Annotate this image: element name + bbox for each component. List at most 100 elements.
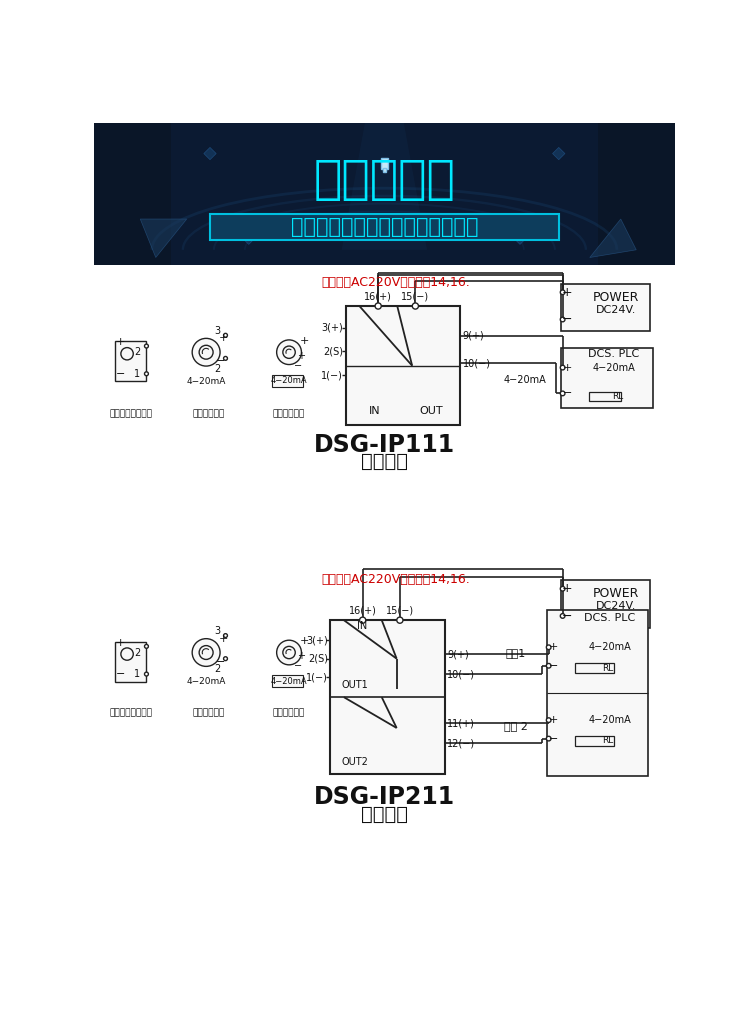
Circle shape: [145, 371, 148, 375]
Circle shape: [224, 657, 227, 661]
Text: 电流源或电压输入: 电流源或电压输入: [110, 708, 152, 717]
Circle shape: [413, 303, 419, 309]
Text: −: −: [294, 361, 302, 371]
Bar: [171, 123, 598, 265]
Circle shape: [145, 644, 148, 649]
Circle shape: [546, 718, 551, 722]
Text: RL: RL: [602, 664, 613, 672]
Circle shape: [200, 646, 213, 660]
Text: 部分型号AC220V供电时接14,16.: 部分型号AC220V供电时接14,16.: [322, 573, 470, 586]
Circle shape: [560, 290, 565, 295]
Text: 3(+): 3(+): [306, 635, 328, 646]
Text: 1: 1: [134, 669, 140, 679]
Text: 10(−): 10(−): [447, 669, 476, 679]
Bar: [561, 349, 652, 408]
Text: 1(−): 1(−): [322, 370, 344, 381]
Text: 二线制变送器: 二线制变送器: [192, 409, 224, 418]
Text: 部分型号AC220V供电时接14,16.: 部分型号AC220V供电时接14,16.: [322, 276, 470, 290]
Circle shape: [283, 647, 296, 659]
Text: −: −: [549, 733, 558, 744]
Circle shape: [359, 617, 366, 623]
Text: 10(−): 10(−): [463, 358, 490, 368]
Text: 2: 2: [214, 665, 220, 674]
Text: +: +: [297, 351, 304, 361]
Circle shape: [546, 644, 551, 650]
Text: −: −: [215, 657, 225, 667]
Text: +: +: [300, 336, 309, 346]
Text: RL: RL: [612, 392, 623, 401]
Circle shape: [121, 348, 134, 360]
Circle shape: [560, 586, 565, 591]
Bar: [547, 610, 648, 775]
Text: −: −: [215, 356, 225, 366]
Bar: [380, 159, 388, 169]
Bar: [116, 641, 146, 681]
Bar: [330, 620, 445, 774]
Bar: [116, 342, 146, 382]
Text: 2: 2: [134, 347, 140, 357]
Circle shape: [192, 339, 220, 366]
Text: −: −: [562, 610, 572, 622]
Text: 一进二出: 一进二出: [361, 805, 408, 824]
Text: 4−20mA: 4−20mA: [588, 642, 631, 653]
Text: +: +: [549, 715, 558, 725]
Polygon shape: [553, 147, 565, 160]
Text: 3: 3: [214, 325, 220, 336]
Text: 4−20mA: 4−20mA: [187, 377, 226, 386]
Circle shape: [546, 664, 551, 668]
Text: DC24V.: DC24V.: [596, 602, 637, 612]
Circle shape: [397, 617, 403, 623]
Bar: [210, 214, 559, 239]
Text: 2(S): 2(S): [323, 347, 344, 356]
Circle shape: [224, 356, 227, 360]
Circle shape: [560, 365, 565, 370]
Text: 15(−): 15(−): [401, 292, 430, 302]
Text: +: +: [562, 285, 572, 299]
Polygon shape: [342, 123, 427, 250]
Text: 4−20mA: 4−20mA: [592, 362, 635, 372]
Text: +: +: [300, 636, 309, 646]
Polygon shape: [590, 219, 636, 258]
Bar: [94, 123, 675, 265]
Circle shape: [277, 640, 302, 665]
Bar: [272, 675, 303, 687]
Text: RL: RL: [602, 737, 613, 746]
Text: −: −: [116, 669, 125, 679]
Circle shape: [560, 614, 565, 618]
Circle shape: [145, 344, 148, 348]
Polygon shape: [242, 232, 255, 244]
Text: DSG-IP111: DSG-IP111: [314, 433, 455, 456]
Text: 一进一出: 一进一出: [361, 452, 408, 471]
Circle shape: [375, 303, 381, 309]
Circle shape: [546, 737, 551, 741]
Text: POWER: POWER: [593, 587, 640, 601]
Text: +: +: [562, 582, 572, 595]
Text: 三线制变送器: 三线制变送器: [273, 708, 305, 717]
Text: 11(+): 11(+): [447, 718, 475, 728]
Circle shape: [121, 648, 134, 660]
Text: −: −: [562, 389, 572, 398]
Text: OUT2: OUT2: [342, 757, 369, 767]
Text: 16(+): 16(+): [364, 292, 392, 302]
Text: 三端隔离，响应速度快，经济实惠: 三端隔离，响应速度快，经济实惠: [291, 217, 478, 236]
Text: 三线制变送器: 三线制变送器: [273, 409, 305, 418]
Text: +: +: [562, 362, 572, 372]
Circle shape: [277, 340, 302, 364]
Text: −: −: [294, 662, 302, 671]
Text: 二线制变送器: 二线制变送器: [192, 708, 224, 717]
Bar: [272, 374, 303, 387]
Text: POWER: POWER: [593, 291, 640, 304]
Text: +: +: [218, 333, 228, 344]
Text: 1: 1: [134, 368, 140, 379]
Polygon shape: [140, 219, 187, 258]
Text: 4−20mA: 4−20mA: [271, 676, 308, 685]
Text: +: +: [116, 637, 125, 648]
Text: −: −: [549, 661, 558, 671]
Bar: [575, 736, 614, 747]
Circle shape: [192, 638, 220, 666]
Text: DCS. PLC: DCS. PLC: [589, 350, 640, 359]
Text: 电流源或电压输入: 电流源或电压输入: [110, 409, 152, 418]
Text: 9(+): 9(+): [447, 649, 469, 659]
Text: 2: 2: [134, 648, 140, 658]
Circle shape: [224, 333, 227, 338]
